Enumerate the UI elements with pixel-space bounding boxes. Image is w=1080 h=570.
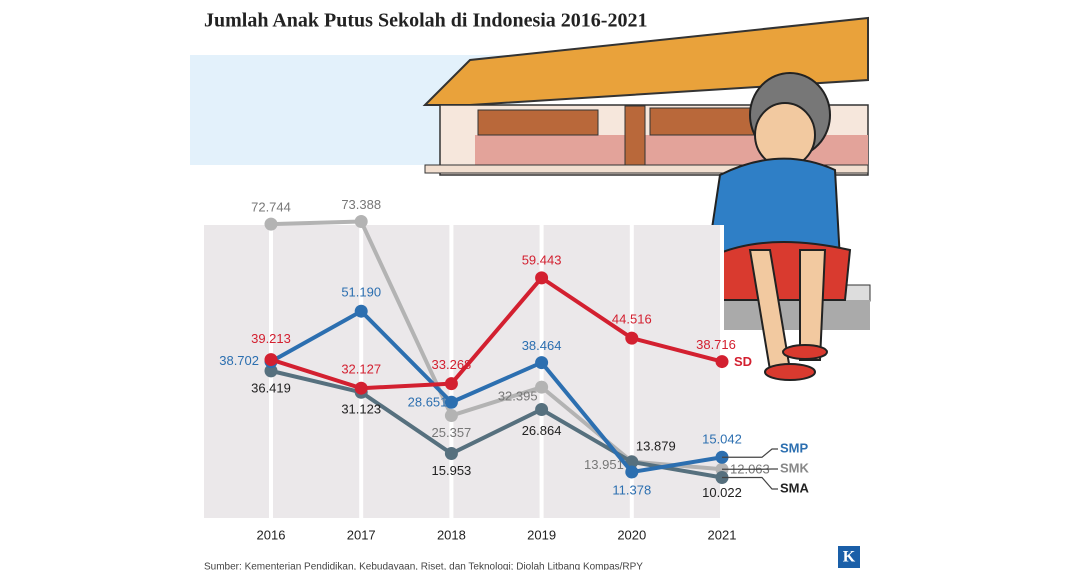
data-label: 38.702	[219, 353, 259, 368]
data-label: 38.464	[522, 338, 562, 353]
series-name: SD	[734, 354, 752, 369]
data-point	[444, 409, 458, 423]
data-label: 25.357	[432, 425, 472, 440]
data-label: 26.864	[522, 423, 562, 438]
data-label: 59.443	[522, 252, 562, 267]
data-point	[535, 271, 549, 285]
data-point	[354, 215, 368, 229]
chart-title: Jumlah Anak Putus Sekolah di Indonesia 2…	[204, 10, 647, 32]
data-point	[354, 304, 368, 318]
data-point	[625, 331, 639, 345]
data-label: 36.419	[251, 380, 291, 395]
data-point	[535, 402, 549, 416]
series-name: SMK	[780, 460, 810, 475]
logo-box	[838, 546, 860, 568]
x-tick-label: 2021	[708, 527, 737, 542]
data-label: 38.716	[696, 337, 736, 352]
x-tick-label: 2018	[437, 527, 466, 542]
data-point	[264, 353, 278, 367]
data-label: 28.651	[408, 395, 448, 410]
data-label: 51.190	[341, 285, 381, 300]
source-note: Sumber: Kementerian Pendidikan, Kebudaya…	[204, 562, 643, 570]
data-point	[444, 377, 458, 391]
data-point	[715, 355, 729, 369]
data-label: 72.744	[251, 200, 291, 215]
logo: K	[843, 549, 856, 566]
data-label: 13.879	[636, 438, 676, 453]
data-point	[354, 381, 368, 395]
series-name: SMP	[780, 440, 809, 455]
data-label: 15.953	[432, 463, 472, 478]
data-label: 73.388	[341, 197, 381, 212]
series-name: SMA	[780, 480, 810, 495]
data-label: 13.951	[584, 457, 624, 472]
data-point	[444, 447, 458, 461]
data-label: 39.213	[251, 331, 291, 346]
data-label: 10.022	[702, 485, 742, 500]
data-label: 44.516	[612, 312, 652, 327]
x-tick-label: 2016	[257, 527, 286, 542]
x-tick-label: 2017	[347, 527, 376, 542]
data-label: 15.042	[702, 432, 742, 447]
data-label: 32.395	[498, 389, 538, 404]
legend-connector	[722, 448, 778, 458]
data-label: 11.378	[612, 482, 651, 497]
series-line	[270, 309, 723, 475]
series-line	[270, 275, 723, 391]
data-point	[535, 380, 549, 394]
data-point	[264, 364, 278, 378]
data-point	[444, 395, 458, 409]
data-point	[535, 356, 549, 370]
data-label: 31.123	[341, 402, 381, 417]
legend-connector	[722, 476, 778, 490]
x-tick-label: 2019	[527, 527, 556, 542]
data-label: 33.268	[432, 357, 472, 372]
data-label: 32.127	[341, 362, 381, 377]
child-illustration	[703, 72, 852, 381]
data-point	[625, 465, 639, 479]
x-tick-label: 2020	[617, 527, 646, 542]
series-line	[270, 368, 723, 480]
data-point	[264, 217, 278, 231]
